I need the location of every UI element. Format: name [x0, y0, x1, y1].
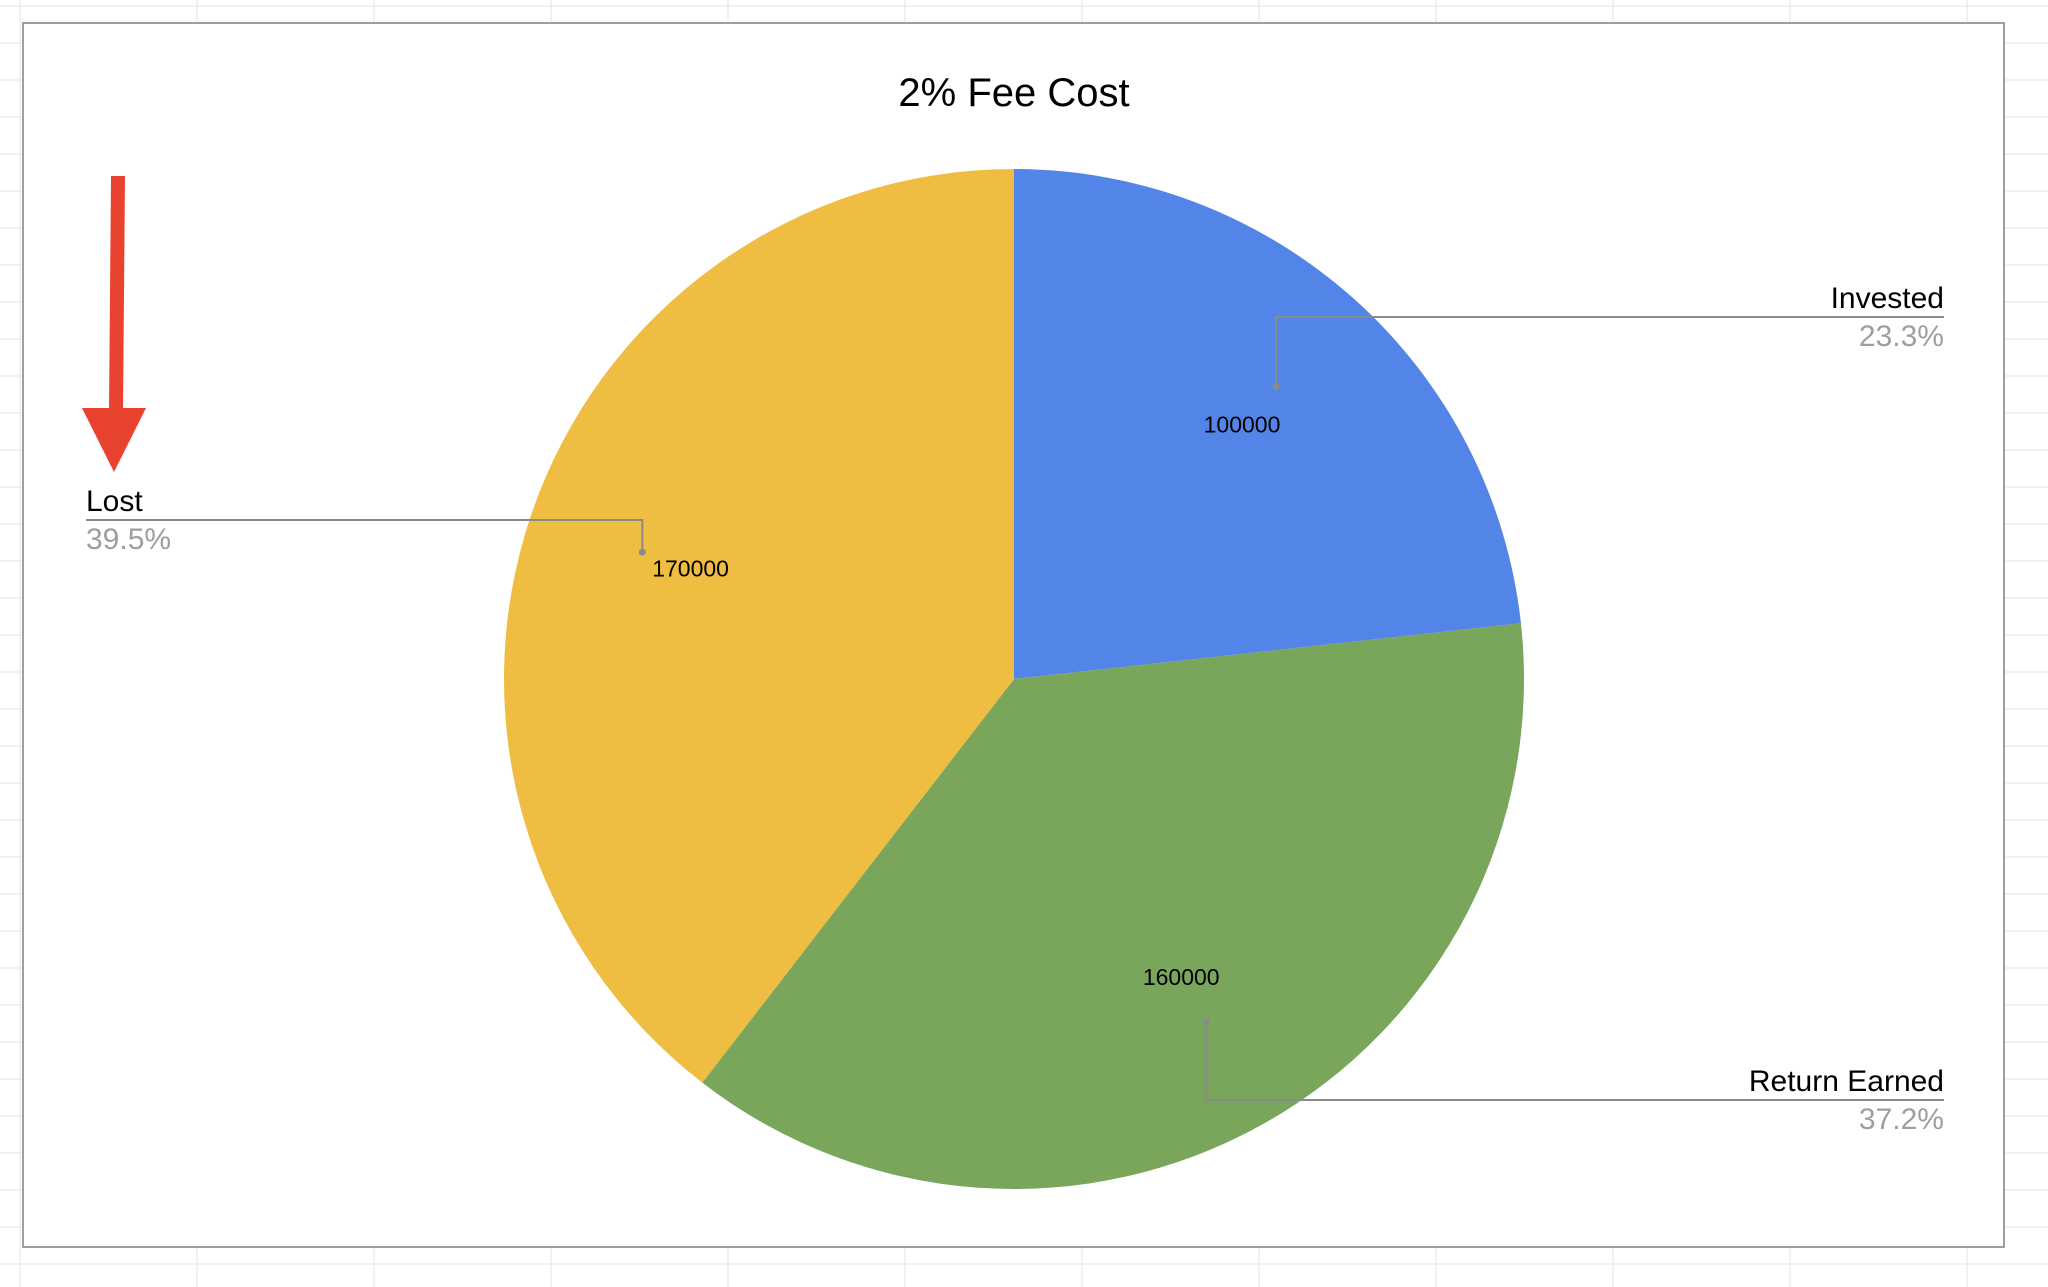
callout-leader-line — [1275, 316, 1944, 387]
value-labels-layer: 100000 160000 170000 — [652, 412, 1280, 990]
callout-anchor-dot — [638, 548, 646, 556]
arrow-shaft — [109, 176, 125, 412]
slice-value-label: 160000 — [1143, 964, 1220, 990]
callout-percent-lost: 39.5% — [86, 523, 171, 556]
slice-value-label: 170000 — [652, 556, 729, 582]
arrow-head — [82, 408, 146, 472]
callout-leader-line — [86, 519, 644, 553]
slices-layer — [503, 168, 1525, 1190]
callout-leader-line — [1205, 1021, 1944, 1101]
callout-anchor-dot — [1202, 1017, 1210, 1025]
callout-percent-return-earned: 37.2% — [1859, 1103, 1944, 1136]
pie-slice-invested[interactable] — [1014, 169, 1521, 679]
slice-value-label: 100000 — [1204, 412, 1281, 438]
down-arrow-icon — [82, 176, 146, 472]
callout-label-return-earned: Return Earned — [1749, 1065, 1944, 1098]
callouts-layer: Invested 23.3% Return Earned 37.2% Lost 39.5% — [86, 282, 1944, 1136]
callout-anchor-dot — [1272, 383, 1280, 391]
pie-slice-lost[interactable] — [503, 168, 1014, 1083]
pie-slice-return-earned[interactable] — [702, 623, 1525, 1190]
callout-percent-invested: 23.3% — [1859, 320, 1944, 353]
callout-label-lost: Lost — [86, 485, 143, 518]
chart-container[interactable]: 100000 160000 170000 Invested 23.3% Return E… — [22, 22, 2005, 1248]
callout-label-invested: Invested — [1831, 282, 1944, 315]
chart-title: 2% Fee Cost — [898, 71, 1129, 115]
pie-chart: 100000 160000 170000 Invested 23.3% Return E… — [82, 71, 1944, 1190]
